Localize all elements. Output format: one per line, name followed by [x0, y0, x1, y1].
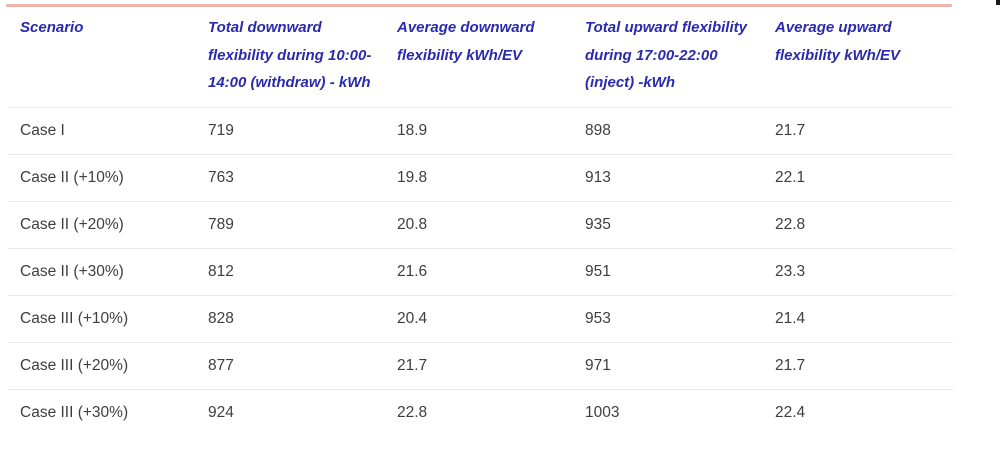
scenario-cell: Case II (+30%) — [8, 248, 208, 296]
value-cell: 22.4 — [775, 403, 806, 421]
header-row: Scenario Total downward flexibility duri… — [8, 10, 953, 108]
value-cell: 763 — [208, 154, 397, 202]
table-row: Case III (+10%) 828 20.4 953 21.4 — [8, 295, 953, 343]
value-cell: 898 — [585, 107, 775, 155]
value-cell: 924 — [208, 403, 234, 421]
value-cell: 23.3 — [775, 248, 953, 296]
scenario-cell: Case III (+10%) — [8, 295, 208, 343]
value-cell: 19.8 — [397, 154, 585, 202]
value-cell: 21.4 — [775, 295, 953, 343]
screen-corner-artifact — [996, 0, 1000, 5]
scenario-cell: Case III (+20%) — [8, 342, 208, 390]
value-cell: 22.1 — [775, 154, 953, 202]
top-accent-line — [6, 4, 952, 7]
value-cell: 22.8 — [397, 403, 428, 421]
table-row: Case II (+20%) 789 20.8 935 22.8 — [8, 201, 953, 249]
value-cell: 21.7 — [775, 342, 953, 390]
value-cell: 20.4 — [397, 295, 585, 343]
value-cell: 953 — [585, 295, 775, 343]
table-row: Case III (+20%) 877 21.7 971 21.7 — [8, 342, 953, 390]
scenario-cell: Case II (+10%) — [8, 154, 208, 202]
value-cell: 22.8 — [775, 201, 953, 249]
value-cell: 828 — [208, 295, 397, 343]
value-cell: 1003 — [585, 403, 620, 421]
scenario-cell: Case I — [8, 107, 208, 155]
value-cell: 951 — [585, 248, 775, 296]
column-header-average-downward: Average downward flexibility kWh/EV — [397, 10, 585, 108]
value-cell: 935 — [585, 201, 775, 249]
value-cell: 21.7 — [397, 342, 585, 390]
value-cell: 21.6 — [397, 248, 585, 296]
table-row: Case I 719 18.9 898 21.7 — [8, 107, 953, 155]
value-cell: 21.7 — [775, 107, 953, 155]
column-header-scenario: Scenario — [8, 10, 208, 108]
column-header-total-upward: Total upward flexibility during 17:00-22… — [585, 10, 775, 108]
value-cell: 719 — [208, 107, 397, 155]
table-row: Case II (+30%) 812 21.6 951 23.3 — [8, 248, 953, 296]
table-row: Case III (+30%) 924 22.8 1003 22.4 — [8, 389, 953, 436]
value-cell: 812 — [208, 248, 397, 296]
value-cell: 20.8 — [397, 201, 585, 249]
value-cell: 877 — [208, 342, 397, 390]
table-row: Case II (+10%) 763 19.8 913 22.1 — [8, 154, 953, 202]
scenario-cell: Case II (+20%) — [8, 201, 208, 249]
value-cell: 971 — [585, 342, 775, 390]
value-cell: 913 — [585, 154, 775, 202]
scenario-cell: Case III (+30%) — [20, 403, 129, 421]
value-cell: 789 — [208, 201, 397, 249]
ev-flexibility-table: Scenario Total downward flexibility duri… — [8, 10, 953, 436]
value-cell: 18.9 — [397, 107, 585, 155]
column-header-total-downward: Total downward flexibility during 10:00-… — [208, 10, 397, 108]
column-header-average-upward: Average upward flexibility kWh/EV — [775, 10, 953, 108]
